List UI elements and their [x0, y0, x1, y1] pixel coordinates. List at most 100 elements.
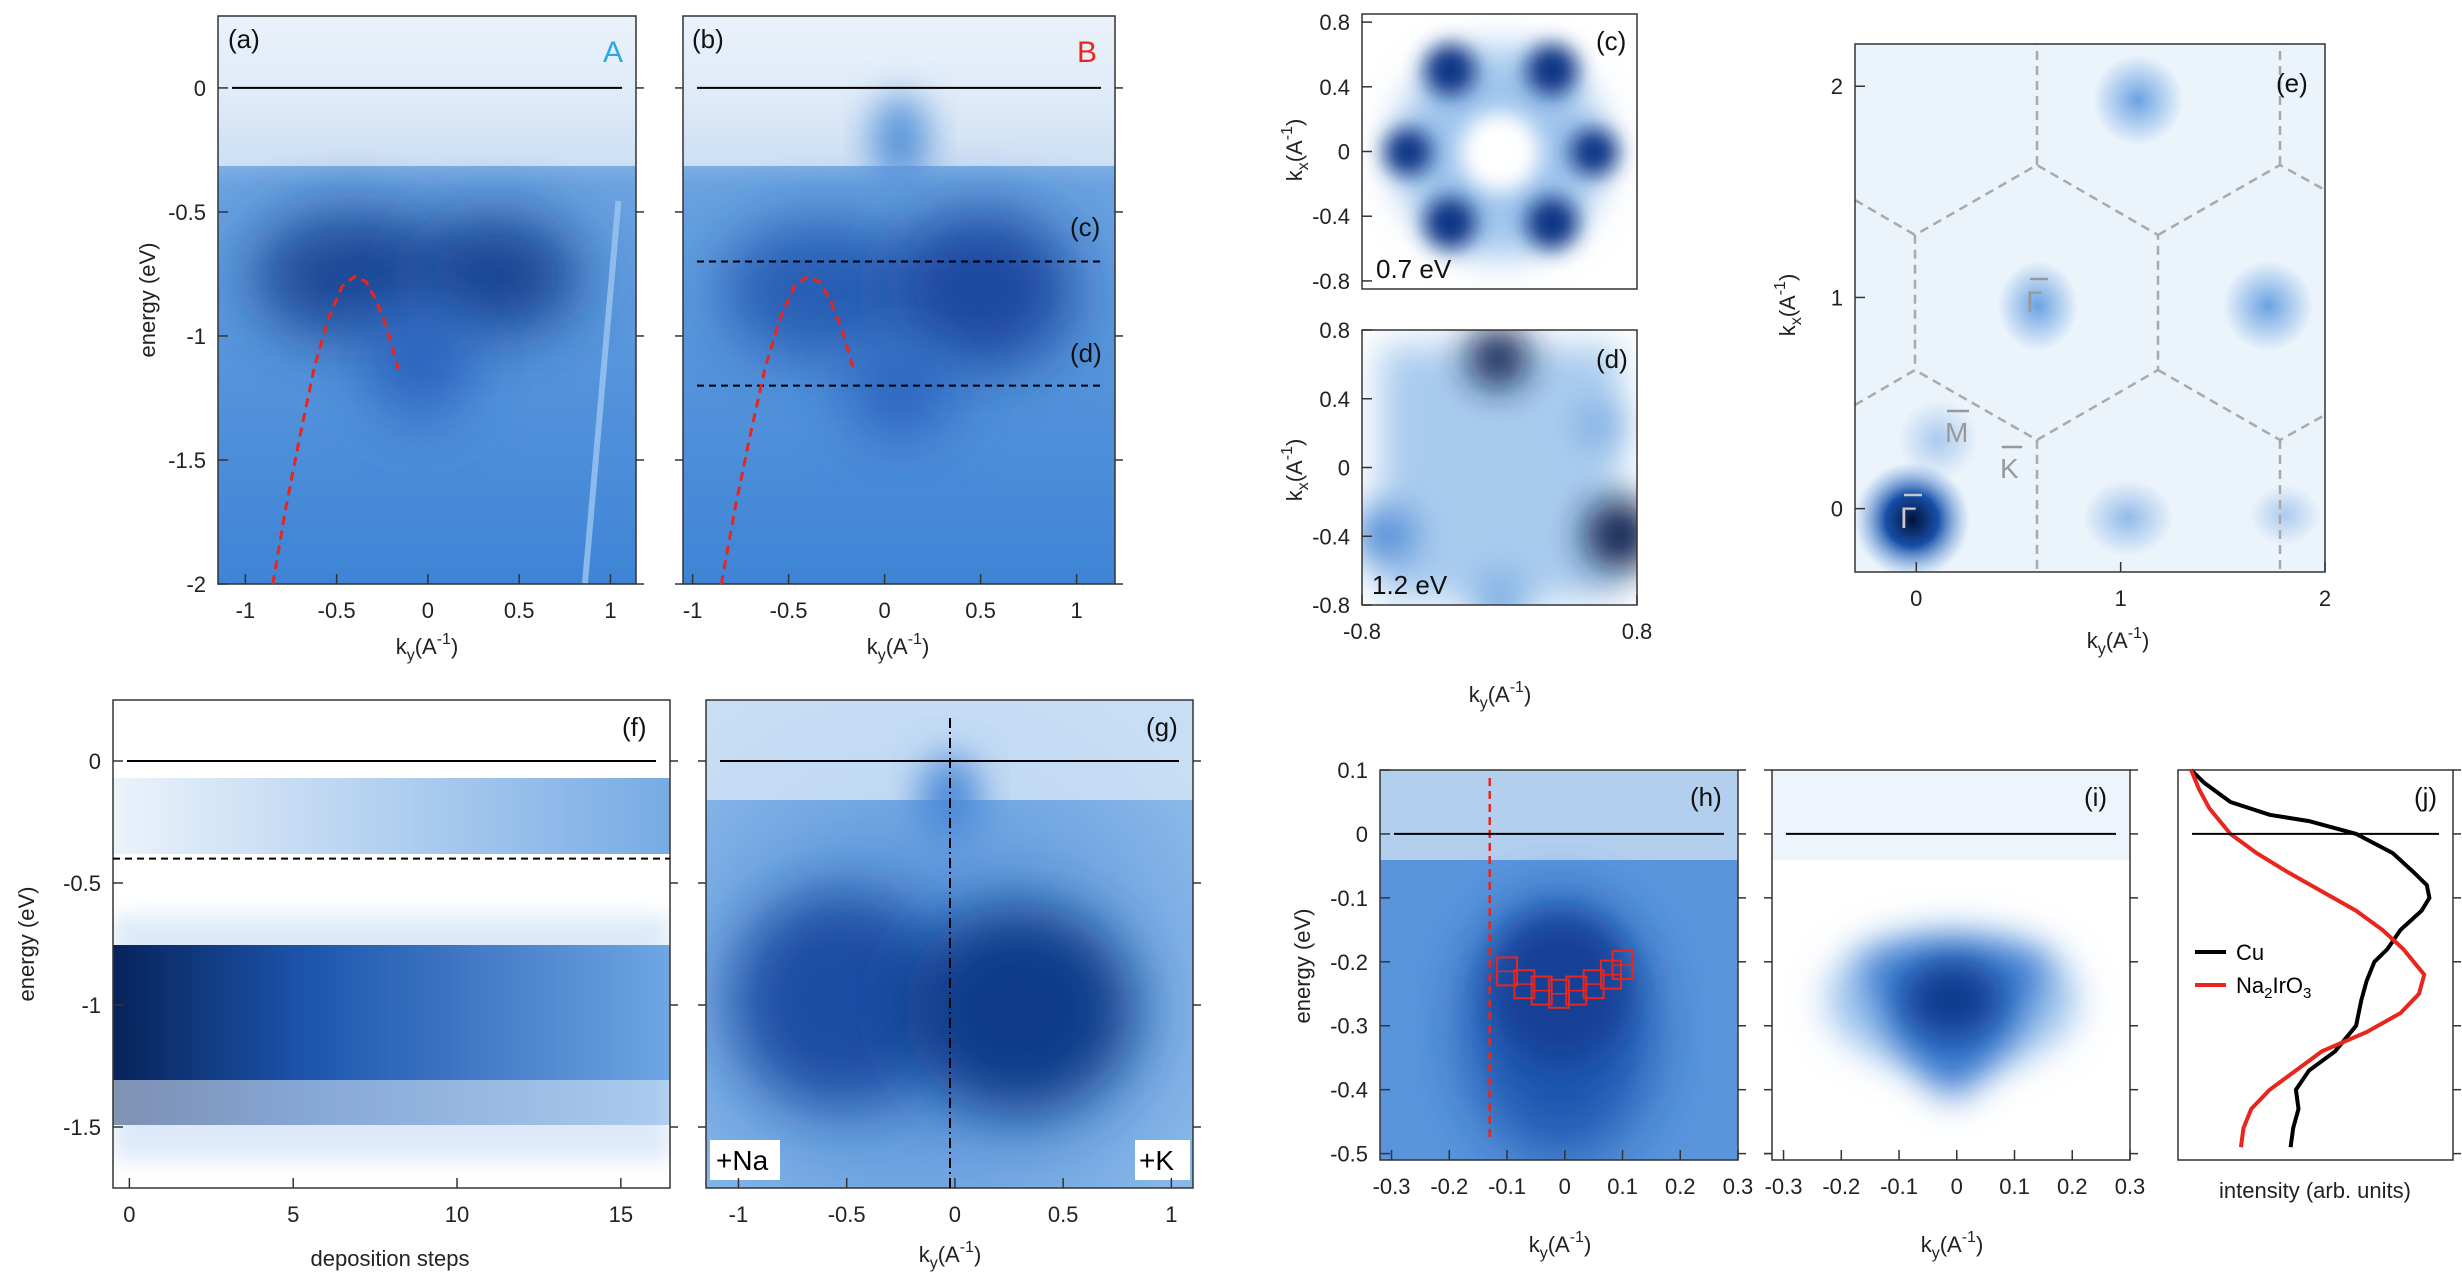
panel-e-ytick-label: 1 [1831, 285, 1843, 310]
panel-a-ylabel: energy (eV) [135, 243, 160, 358]
panel-e-gamma-point: Γ [2026, 286, 2043, 319]
panel-g-xlabel: ky(A-1) [919, 1239, 982, 1272]
panel-h-band-points [1496, 950, 1634, 1009]
panel-g-label: (g) [1146, 712, 1178, 742]
panel-j-xlabel: intensity (arb. units) [2219, 1178, 2411, 1203]
panel-j-frame [2177, 769, 2454, 1161]
panel-g-xtick-label: 1 [1165, 1202, 1177, 1227]
panel-d-ytick-label: -0.8 [1312, 593, 1350, 618]
panel-h-ytick-label: 0 [1356, 822, 1368, 847]
panel-f-xtick-label: 15 [609, 1202, 633, 1227]
panel-b-xtick-label: -0.5 [770, 598, 808, 623]
panel-h-ytick-label: -0.3 [1330, 1014, 1368, 1039]
panel-e: (e) Γ Γ M K kx(A-1) ky(A-1) [1772, 43, 2326, 658]
panel-a-frame [217, 15, 637, 585]
panel-g-xtick-label: -0.5 [828, 1202, 866, 1227]
panel-d: (d) 1.2 eV kx(A-1) ky(A-1) [1279, 329, 1638, 712]
panel-f-frame [112, 699, 671, 1189]
panel-c: (c) 0.7 eV kx(A-1) [1279, 13, 1638, 290]
panel-a-ytick-label: 0 [194, 76, 206, 101]
panel-i-xtick-label: -0.3 [1765, 1174, 1803, 1199]
panel-d-label: (d) [1596, 344, 1628, 374]
panel-a-xtick-label: 1 [604, 598, 616, 623]
panel-f-xtick-label: 0 [123, 1202, 135, 1227]
panel-j-legend: Cu Na2IrO3 [2195, 940, 2311, 1002]
panel-a-xtick-label: 0 [422, 598, 434, 623]
panel-f-ylabel: energy (eV) [14, 887, 39, 1002]
panel-e-map [1855, 44, 2325, 572]
panel-g-na-box [710, 1140, 780, 1180]
panel-h: (h) energy (eV) ky(A-1) [1290, 769, 1739, 1262]
panel-j-series-cu [2189, 768, 2432, 1148]
panel-d-map [1362, 330, 1637, 605]
panel-h-xtick-label: 0.2 [1665, 1174, 1696, 1199]
panel-f-ytick-label: 0 [89, 749, 101, 774]
panel-d-xlabel: ky(A-1) [1469, 679, 1532, 712]
panel-b-xtick-label: 0 [878, 598, 890, 623]
panel-f-xlabel: deposition steps [311, 1246, 470, 1271]
panel-e-m-point: M [1945, 417, 1968, 448]
panel-b-frame [682, 15, 1116, 585]
panel-a-xlabel: ky(A-1) [396, 631, 459, 664]
panel-g-k-label: +K [1139, 1145, 1174, 1176]
panel-j-label: (j) [2414, 782, 2437, 812]
panel-h-ytick-label: -0.4 [1330, 1078, 1368, 1103]
panel-d-ytick-label: 0.8 [1319, 318, 1350, 343]
panel-i-xtick-label: 0.1 [1999, 1174, 2030, 1199]
panel-i-xlabel: ky(A-1) [1921, 1229, 1984, 1262]
panel-e-frame [1854, 43, 2326, 573]
panel-c-label: (c) [1596, 26, 1626, 56]
panel-h-xtick-label: 0 [1559, 1174, 1571, 1199]
panel-a-dispersion-fit [271, 274, 401, 585]
panel-d-ytick-label: 0 [1338, 456, 1350, 481]
panel-b-xtick-label: 0.5 [965, 598, 996, 623]
panel-g: (g) +Na +K ky(A-1) [705, 699, 1194, 1272]
panel-e-xtick-label: 0 [1910, 586, 1922, 611]
legend-label-na2iro3: Na2IrO3 [2236, 973, 2311, 1002]
panel-f-xtick-label: 10 [445, 1202, 469, 1227]
panel-b-label: (b) [692, 24, 724, 54]
panel-b-tag: B [1077, 36, 1097, 69]
panel-h-xtick-label: 0.1 [1607, 1174, 1638, 1199]
panel-a-xtick-label: -0.5 [318, 598, 356, 623]
panel-g-xtick-label: -1 [729, 1202, 749, 1227]
panel-h-label: (h) [1690, 782, 1722, 812]
panel-j: (j) Cu Na2IrO3 intensity (arb. units) [2177, 768, 2454, 1203]
panel-e-brillouin-zones [1855, 44, 2325, 572]
panel-g-xtick-label: 0.5 [1048, 1202, 1079, 1227]
panel-e-ytick-label: 0 [1831, 497, 1843, 522]
panel-c-ytick-label: -0.8 [1312, 269, 1350, 294]
panel-c-energy: 0.7 eV [1376, 254, 1452, 284]
axis-ticks: -1 -0.5 0 0.5 1 -1 -0.5 0 0.5 1 -0.8 0.8 0 1 2 0 5 10 15 -1… [63, 10, 2461, 1227]
panel-h-ytick-label: -0.5 [1330, 1142, 1368, 1167]
panel-i: (i) ky(A-1) [1771, 769, 2131, 1262]
panel-e-gamma-origin: Γ [1900, 502, 1917, 535]
panel-i-xtick-label: 0.3 [2115, 1174, 2146, 1199]
panel-h-spectrum [1380, 770, 1738, 1160]
panel-b-dispersion-fit [719, 274, 856, 585]
panel-a: (a) A energy (eV) ky(A-1) [135, 15, 637, 664]
panel-f-ytick-label: -0.5 [63, 871, 101, 896]
panel-h-xlabel: ky(A-1) [1529, 1229, 1592, 1262]
panel-e-ytick-label: 2 [1831, 74, 1843, 99]
panel-f-ytick-label: -1 [81, 993, 101, 1018]
panel-f-xtick-label: 5 [287, 1202, 299, 1227]
panel-a-xtick-label: -1 [236, 598, 256, 623]
panel-c-ytick-label: 0.4 [1319, 75, 1350, 100]
panel-h-xtick-label: -0.3 [1373, 1174, 1411, 1199]
panel-b-cut-d-label: (d) [1070, 338, 1102, 368]
panel-h-xtick-label: -0.2 [1430, 1174, 1468, 1199]
panel-a-xtick-label: 0.5 [504, 598, 535, 623]
panel-a-tag: A [603, 36, 623, 69]
panel-g-na-label: +Na [716, 1145, 769, 1176]
panel-f-label: (f) [622, 712, 647, 742]
panel-i-xtick-label: 0 [1951, 1174, 1963, 1199]
panel-h-ytick-label: -0.2 [1330, 950, 1368, 975]
panel-d-xtick-label: -0.8 [1343, 619, 1381, 644]
panel-e-ylabel: kx(A-1) [1772, 274, 1805, 337]
panel-h-ytick-label: 0.1 [1337, 758, 1368, 783]
panel-c-ylabel: kx(A-1) [1279, 119, 1312, 182]
panel-d-ytick-label: -0.4 [1312, 524, 1350, 549]
panel-i-xtick-label: 0.2 [2057, 1174, 2088, 1199]
